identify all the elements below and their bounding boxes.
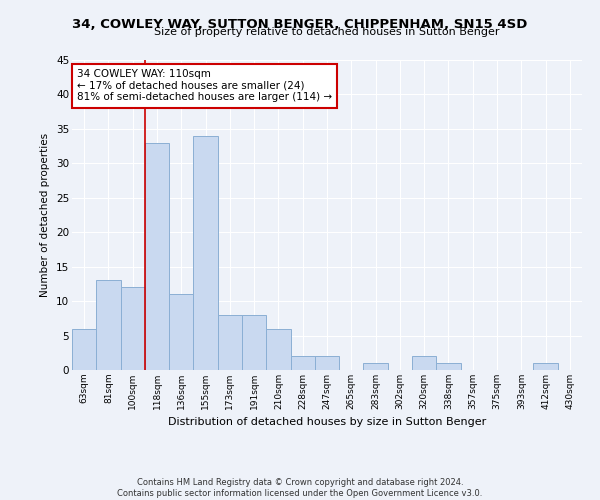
Bar [242,315,266,370]
Text: 34, COWLEY WAY, SUTTON BENGER, CHIPPENHAM, SN15 4SD: 34, COWLEY WAY, SUTTON BENGER, CHIPPENHA… [73,18,527,30]
X-axis label: Distribution of detached houses by size in Sutton Benger: Distribution of detached houses by size … [168,418,486,428]
Bar [290,356,315,370]
Bar [266,328,290,370]
Text: 34 COWLEY WAY: 110sqm
← 17% of detached houses are smaller (24)
81% of semi-deta: 34 COWLEY WAY: 110sqm ← 17% of detached … [77,70,332,102]
Bar [169,294,193,370]
Bar [436,363,461,370]
Bar [145,142,169,370]
Title: Size of property relative to detached houses in Sutton Benger: Size of property relative to detached ho… [154,27,500,37]
Text: Contains HM Land Registry data © Crown copyright and database right 2024.
Contai: Contains HM Land Registry data © Crown c… [118,478,482,498]
Bar [364,363,388,370]
Bar [72,328,96,370]
Bar [96,280,121,370]
Bar [121,288,145,370]
Y-axis label: Number of detached properties: Number of detached properties [40,133,50,297]
Bar [412,356,436,370]
Bar [193,136,218,370]
Bar [218,315,242,370]
Bar [533,363,558,370]
Bar [315,356,339,370]
